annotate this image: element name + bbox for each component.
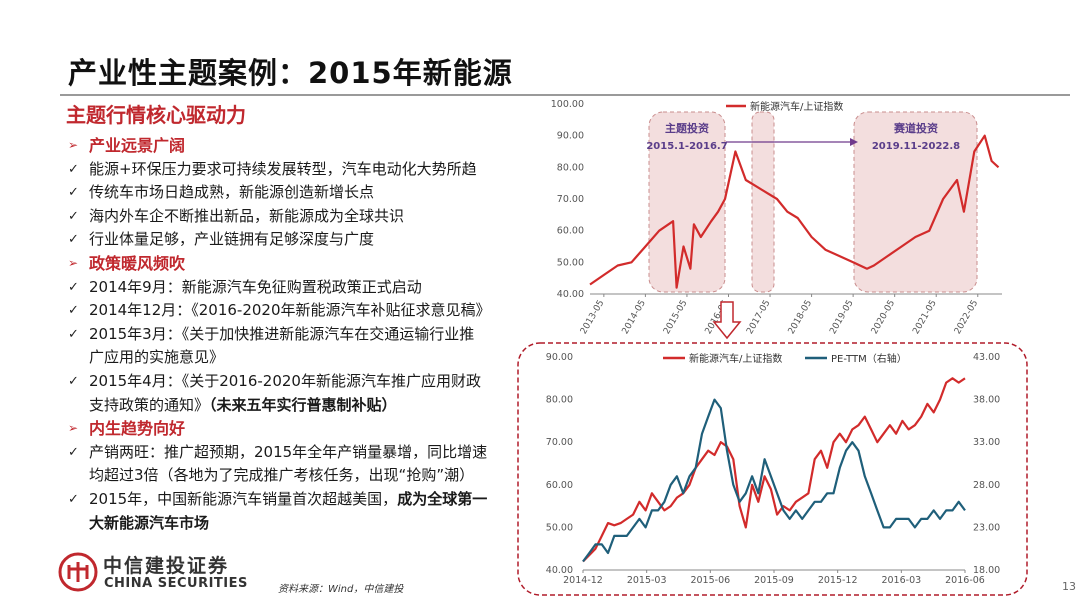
check-bullet-icon: ✓ [68,279,79,295]
check-bullet-icon: ✓ [68,373,79,389]
check-bullet-icon: ✓ [68,491,79,507]
y-right-tick-label: 18.00 [973,565,1000,576]
series-line-ratio [582,377,966,563]
x-tick-label: 2022-05 [953,299,980,337]
x-tick-label: 2019-05 [828,299,855,337]
x-tick-label: 2014-12 [563,575,603,586]
list-item: ✓ 海内外车企不断推出新品，新能源成为全球共识 [66,205,516,229]
x-tick-label: 2015-05 [662,299,689,337]
list-item: ✓ 传统车市场日趋成熟，新能源创造新增长点 [66,181,516,205]
list-item: ✓ 产销两旺：推广超预期，2015年全年产销量暴增，同比增速 均超过3倍（各地为了完… [68,442,488,485]
x-tick-label: 2017-05 [745,299,772,337]
connector-arrow-head [850,138,858,146]
legend: 新能源汽车/上证指数 PE-TTM（右轴） [663,352,907,365]
x-tick-label: 2015-06 [690,575,730,586]
y-left-tick-label: 70.00 [546,437,573,448]
list-item: ✓ 2015年，中国新能源汽车销量首次超越美国，成为全球第一 大新能源汽车市场 [68,489,488,532]
arrow-bullet-icon: ➢ [68,255,79,270]
y-left-tick-label: 60.00 [546,480,573,491]
legend-label: 新能源汽车/上证指数 [750,100,843,113]
track-period-box [853,111,978,293]
y-right-tick-label: 38.00 [973,395,1000,406]
arrow-bullet-icon: ➢ [68,138,79,152]
driver-list: ➢ 产业远景广阔 ✓ 能源+环保压力要求可持续发展转型，汽车电动化大势所趋 ✓ 传统车… [66,134,516,535]
y-left-tick-label: 90.00 [546,352,573,363]
check-bullet-icon: ✓ [68,444,79,460]
y-tick-label: 70.00 [557,194,584,205]
slide-title: 产业性主题案例：2015年新能源 [68,56,513,90]
y-left-tick-label: 40.00 [546,565,573,576]
track-period: 2019.11-2022.8 [872,141,960,152]
section-heading: ➢ 产业远景广阔 [66,134,516,158]
axes-layer: 40.00 50.00 60.00 70.00 80.00 90.00 18.00 23.00… [546,352,1000,586]
list-item: ✓ 2015年4月：《关于2016-2020年新能源汽车推广应用财政 支持政策的通知… [68,371,481,414]
check-bullet-icon: ✓ [68,326,79,342]
legend-label-pe: PE-TTM（右轴） [831,352,907,365]
series-line-pe [582,398,966,563]
list-item: ✓ 行业体量足够，产业链拥有足够深度与广度 [66,228,516,252]
zoom-frame [517,342,1028,596]
check-bullet-icon: ✓ [68,161,79,177]
series-line-ratio [589,134,1000,289]
check-bullet-icon: ✓ [68,208,79,224]
x-tick-label: 2021-05 [911,299,938,337]
x-tick-label: 2018-05 [787,299,814,337]
section-heading: ➢ 政策暖风频吹 [66,252,516,276]
plot-layer [589,134,1000,289]
page-number: 13 [1062,580,1076,593]
y-tick-label: 60.00 [557,226,584,237]
y-tick-label: 50.00 [557,257,584,268]
annotation-layer: 主题投资 2015.1-2016.7 赛道投资 2019.11-2022.8 新… [646,100,978,293]
y-tick-label: 40.00 [557,289,584,300]
y-left-tick-label: 50.00 [546,522,573,533]
down-arrow-icon [712,301,742,340]
y-right-tick-label: 33.00 [973,437,1000,448]
company-name-cn: 中信建投证券 [103,555,230,577]
theme-period: 2015.1-2016.7 [646,141,727,152]
check-bullet-icon: ✓ [68,185,79,201]
section-subtitle: 主题行情核心驱动力 [66,103,246,127]
gap-period-box [751,111,775,293]
y-right-tick-label: 43.00 [973,352,1000,363]
title-underline [60,94,1070,96]
list-item: ✓ 能源+环保压力要求可持续发展转型，汽车电动化大势所趋 [66,158,516,182]
x-tick-label: 2015-12 [818,575,858,586]
y-left-tick-label: 80.00 [546,395,573,406]
theme-period-box [648,111,726,293]
x-tick-label: 2016-03 [881,575,921,586]
list-item: ✓ 2014年12月：《2016-2020年新能源汽车补贴征求意见稿》 [66,299,516,323]
check-bullet-icon: ✓ [68,303,79,319]
x-tick-label: 2015-03 [627,575,667,586]
theme-label: 主题投资 [665,121,709,135]
arrow-bullet-icon: ➢ [68,421,79,436]
y-right-tick-label: 28.00 [973,480,1000,491]
track-label: 赛道投资 [893,121,938,135]
x-tick-label: 2016-06 [945,575,985,586]
section-heading: ➢ 内生趋势向好 [66,417,516,441]
company-name-en: CHINA SECURITIES [104,576,248,591]
list-item: ✓ 2015年3月：《关于加快推进新能源汽车在交通运输行业推 广应用的实施意见》 [68,324,475,367]
legend-label-ratio: 新能源汽车/上证指数 [689,352,782,365]
y-right-tick-label: 23.00 [973,522,1000,533]
x-tick-label: 2013-05 [579,299,606,337]
y-tick-label: 90.00 [557,131,584,142]
source-note: 资料来源：Wind，中信建投 [278,584,404,595]
y-tick-label: 80.00 [557,162,584,173]
y-tick-label: 100.00 [551,99,584,110]
check-bullet-icon: ✓ [68,232,79,248]
zoom-ratio-pe-chart: 新能源汽车/上证指数 PE-TTM（右轴） 40.00 50.00 60.00 70.… [517,342,1028,596]
company-logo-icon [58,552,98,592]
x-tick-label: 2015-09 [754,575,794,586]
x-tick-label: 2014-05 [621,299,648,337]
long-term-ratio-chart: 主题投资 2015.1-2016.7 赛道投资 2019.11-2022.8 新… [551,99,1002,337]
plot-layer [582,377,966,563]
list-item: ✓ 2014年9月：新能源汽车免征购置税政策正式启动 [66,276,516,300]
x-tick-label: 2020-05 [870,299,897,337]
